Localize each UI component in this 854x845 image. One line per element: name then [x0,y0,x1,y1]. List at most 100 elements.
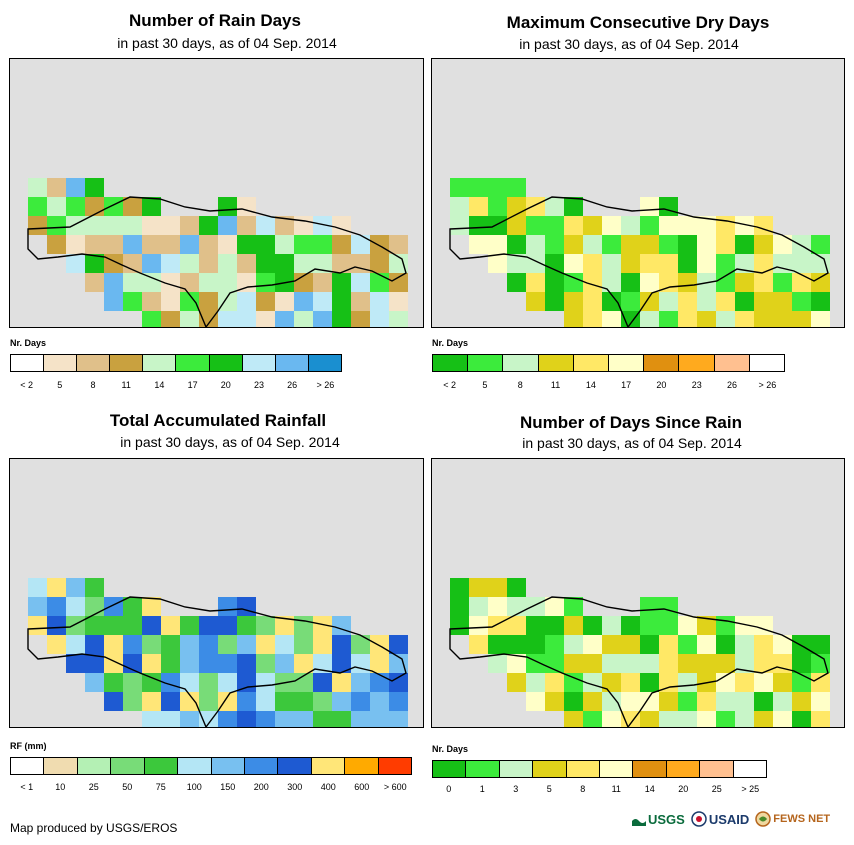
legend-title-days-since-rain: Nr. Days [432,744,469,754]
legend-swatch [532,761,566,777]
grid-cell [450,597,469,616]
grid-cell [28,578,47,597]
grid-cell [142,635,161,654]
grid-cell [199,692,218,711]
grid-cell [754,635,773,654]
grid-cell [469,178,488,197]
grid-cell [659,635,678,654]
coastline [449,196,829,327]
legend-label: 5 [482,380,488,390]
grid-cell [313,692,332,711]
grid-cell [678,673,697,692]
grid-cell [792,311,811,327]
grid-cell [735,692,754,711]
grid-cell [640,711,659,727]
grid-cell [640,273,659,292]
grid-cell [735,216,754,235]
grid-cell [370,654,389,673]
fewsnet-logo: FEWS NET [755,811,830,827]
grid-cell [678,635,697,654]
grid-cell [104,616,123,635]
legend-swatch [76,758,111,774]
grid-cell [640,311,659,327]
grid-cell [773,311,792,327]
grid-cell [564,711,583,727]
grid-cell [773,292,792,311]
grid-cell [161,673,180,692]
grid-cell [275,711,294,727]
grid-cell [507,273,526,292]
legend-labels-rainfall: < 1 10 25 50 75 100 150 200 300 400 600 > 600 [10,782,412,794]
legend-swatch [277,758,311,774]
grid-cell [66,635,85,654]
grid-cell [545,216,564,235]
grid-cell [716,616,735,635]
grid-cell [602,235,621,254]
grid-cell [678,692,697,711]
grid-cell [275,216,294,235]
grid-cell [313,654,332,673]
grid-cell [564,654,583,673]
grid-cell [294,311,313,327]
grid-cell [659,616,678,635]
grid-cell [621,673,640,692]
grid-cell [104,597,123,616]
grid-cell [583,235,602,254]
grid-cell [294,254,313,273]
grid-cell [450,216,469,235]
grid-cell [104,235,123,254]
grid-cell [199,254,218,273]
legend-title-dry-days: Nr. Days [432,338,469,348]
grid-cell [469,635,488,654]
legend-label: 50 [122,782,133,792]
grid-cell [716,292,735,311]
grid-cell [237,597,256,616]
grid-cell [735,673,754,692]
grid-cell [142,216,161,235]
grid-cell [640,673,659,692]
grid-cell [564,673,583,692]
grid-cell [47,616,66,635]
grid-cell [735,254,754,273]
grid-cell [716,673,735,692]
grid-cell [237,654,256,673]
grid-cell [564,597,583,616]
grid-cell [389,254,408,273]
usaid-seal-icon [691,811,707,827]
legend-swatch [498,761,533,777]
grid-cell [564,197,583,216]
grid-cell [218,254,237,273]
legend-swatch [344,758,378,774]
grid-cell [678,273,697,292]
grid-cell [275,654,294,673]
fewsnet-logo-text: FEWS NET [773,813,831,825]
grid-cell [199,635,218,654]
grid-cell [621,616,640,635]
grid-cell [351,635,370,654]
legend-label: 17 [187,380,198,390]
grid-cell [180,216,199,235]
grid-cell [716,216,735,235]
grid-cell [294,635,313,654]
grid-cell [735,292,754,311]
legend-label: 10 [55,782,66,792]
grid-cell [640,235,659,254]
legend-swatch [175,355,209,371]
grid-cell [66,216,85,235]
grid-cell [735,616,754,635]
legend-swatch [142,355,176,371]
grid-cell [526,616,545,635]
grid-cell [389,273,408,292]
grid-cell [256,692,275,711]
grid-cell [104,216,123,235]
grid-cell [507,216,526,235]
legend-label: 5 [57,380,63,390]
grid-cell [773,654,792,673]
grid-cell [142,197,161,216]
grid-cell [564,616,583,635]
grid-cell [294,292,313,311]
grid-cell [161,635,180,654]
grid-cell [602,273,621,292]
usaid-logo: USAID [691,811,749,827]
grid-cell [28,216,47,235]
